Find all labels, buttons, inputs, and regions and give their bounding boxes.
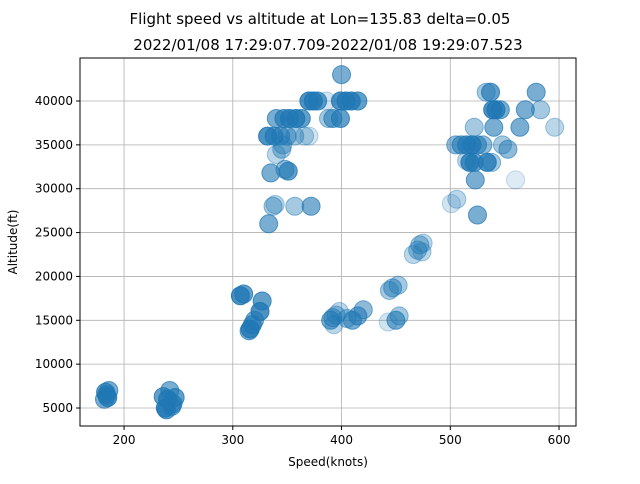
data-point bbox=[389, 306, 409, 326]
y-tick-label: 35000 bbox=[35, 138, 73, 152]
data-point bbox=[510, 117, 530, 137]
y-tick-label: 10000 bbox=[35, 357, 73, 371]
chart-subtitle: 2022/01/08 17:29:07.709-2022/01/08 19:29… bbox=[133, 36, 522, 54]
data-point bbox=[467, 205, 487, 225]
data-point bbox=[413, 233, 433, 253]
x-tick-label: 200 bbox=[113, 433, 136, 447]
data-point bbox=[484, 117, 504, 137]
data-point bbox=[457, 151, 477, 171]
data-point bbox=[477, 152, 497, 172]
data-point bbox=[291, 109, 311, 129]
data-point bbox=[490, 100, 510, 120]
data-point bbox=[515, 100, 535, 120]
data-point bbox=[481, 82, 501, 102]
x-tick-label: 500 bbox=[439, 433, 462, 447]
data-point bbox=[266, 144, 286, 164]
data-point bbox=[301, 196, 321, 216]
data-point bbox=[308, 91, 328, 111]
data-point bbox=[337, 309, 357, 329]
y-tick-label: 20000 bbox=[35, 269, 73, 283]
chart-title: Flight speed vs altitude at Lon=135.83 d… bbox=[130, 10, 511, 28]
data-point bbox=[299, 126, 319, 146]
data-point bbox=[265, 194, 285, 214]
data-point bbox=[275, 159, 295, 179]
data-point bbox=[329, 302, 349, 322]
data-point bbox=[465, 170, 485, 190]
axes-frame bbox=[79, 57, 577, 427]
y-tick-label: 15000 bbox=[35, 313, 73, 327]
y-axis-label: Altitude(ft) bbox=[6, 210, 20, 275]
data-point bbox=[506, 170, 526, 190]
data-point bbox=[498, 139, 518, 159]
y-tick-label: 40000 bbox=[35, 94, 73, 108]
data-point bbox=[482, 152, 502, 172]
data-point bbox=[330, 109, 350, 129]
data-point bbox=[441, 194, 461, 214]
data-point bbox=[526, 82, 546, 102]
data-point bbox=[153, 387, 173, 407]
data-point bbox=[98, 387, 118, 407]
y-tick-label: 30000 bbox=[35, 182, 73, 196]
data-point bbox=[388, 275, 408, 295]
data-point bbox=[323, 308, 343, 328]
x-tick-label: 300 bbox=[221, 433, 244, 447]
data-point bbox=[273, 135, 293, 155]
x-axis-label: Speed(knots) bbox=[288, 455, 368, 469]
data-point bbox=[473, 135, 493, 155]
data-point bbox=[412, 242, 432, 262]
data-point bbox=[259, 214, 279, 234]
data-point bbox=[531, 100, 551, 120]
x-tick-label: 400 bbox=[330, 433, 353, 447]
data-point bbox=[447, 189, 467, 209]
data-point bbox=[383, 278, 403, 298]
data-point bbox=[348, 91, 368, 111]
y-tick-label: 25000 bbox=[35, 226, 73, 240]
data-point bbox=[353, 300, 373, 320]
data-point bbox=[545, 117, 565, 137]
data-point bbox=[239, 321, 259, 341]
x-tick-label: 600 bbox=[548, 433, 571, 447]
data-point bbox=[285, 196, 305, 216]
data-point bbox=[263, 196, 283, 216]
y-tick-label: 5000 bbox=[42, 401, 73, 415]
data-point bbox=[252, 291, 272, 311]
data-point bbox=[464, 117, 484, 137]
data-point bbox=[410, 235, 430, 255]
data-point bbox=[332, 65, 352, 85]
data-point bbox=[234, 284, 254, 304]
